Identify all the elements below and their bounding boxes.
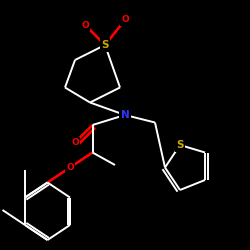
Text: O: O — [81, 20, 89, 30]
Text: O: O — [66, 163, 74, 172]
Text: S: S — [176, 140, 184, 150]
Text: S: S — [101, 40, 109, 50]
Text: O: O — [71, 138, 79, 147]
Text: N: N — [120, 110, 130, 120]
Text: O: O — [121, 16, 129, 24]
